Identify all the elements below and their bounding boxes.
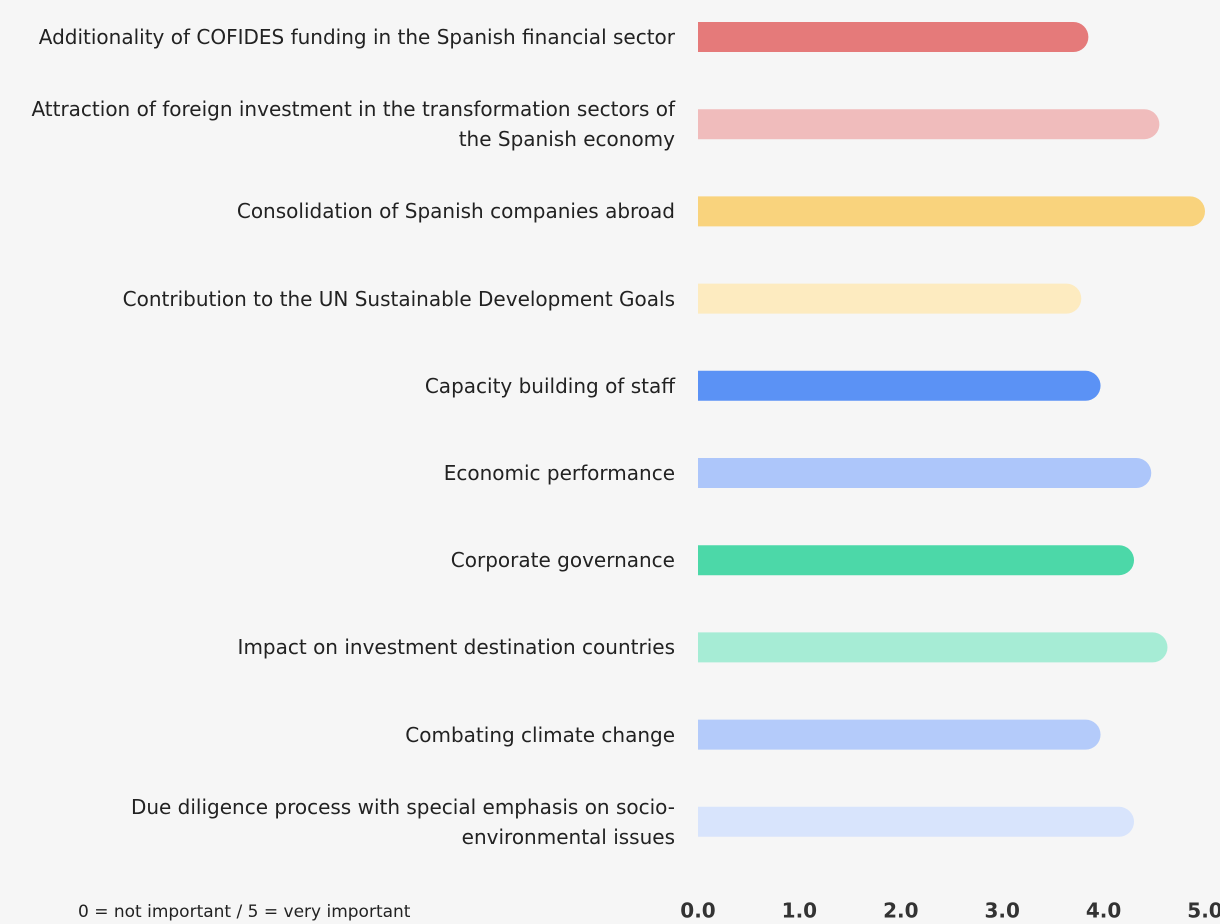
category-label: Consolidation of Spanish companies abroa… [236, 199, 675, 224]
category-label: Additionality of COFIDES funding in the … [38, 25, 675, 49]
x-tick-label: 0.0 [680, 899, 715, 923]
bar [698, 545, 1135, 576]
category-label: Economic performance [443, 461, 675, 485]
bar [698, 719, 1101, 750]
x-tick-label: 1.0 [782, 899, 817, 923]
bar [698, 458, 1152, 489]
scale-note: 0 = not important / 5 = very important [78, 902, 411, 922]
category-label: Contribution to the UN Sustainable Devel… [122, 286, 675, 311]
x-tick-label: 5.0 [1187, 899, 1220, 923]
bar [698, 196, 1205, 227]
category-label: Corporate governance [450, 548, 675, 573]
x-tick-label: 2.0 [883, 899, 918, 923]
category-label: Due diligence process with special empha… [130, 794, 675, 849]
category-label: Capacity building of staff [424, 373, 675, 398]
category-label: Attraction of foreign investment in the … [31, 97, 675, 152]
bar [698, 632, 1168, 663]
bar [698, 283, 1082, 314]
category-label: Impact on investment destination countri… [237, 635, 675, 660]
x-tick-label: 3.0 [984, 899, 1019, 923]
bar [698, 370, 1101, 401]
x-tick-label: 4.0 [1086, 899, 1121, 923]
bar [698, 109, 1160, 140]
bar [698, 806, 1135, 837]
bar [698, 22, 1089, 52]
category-label: Combating climate change [405, 722, 675, 747]
